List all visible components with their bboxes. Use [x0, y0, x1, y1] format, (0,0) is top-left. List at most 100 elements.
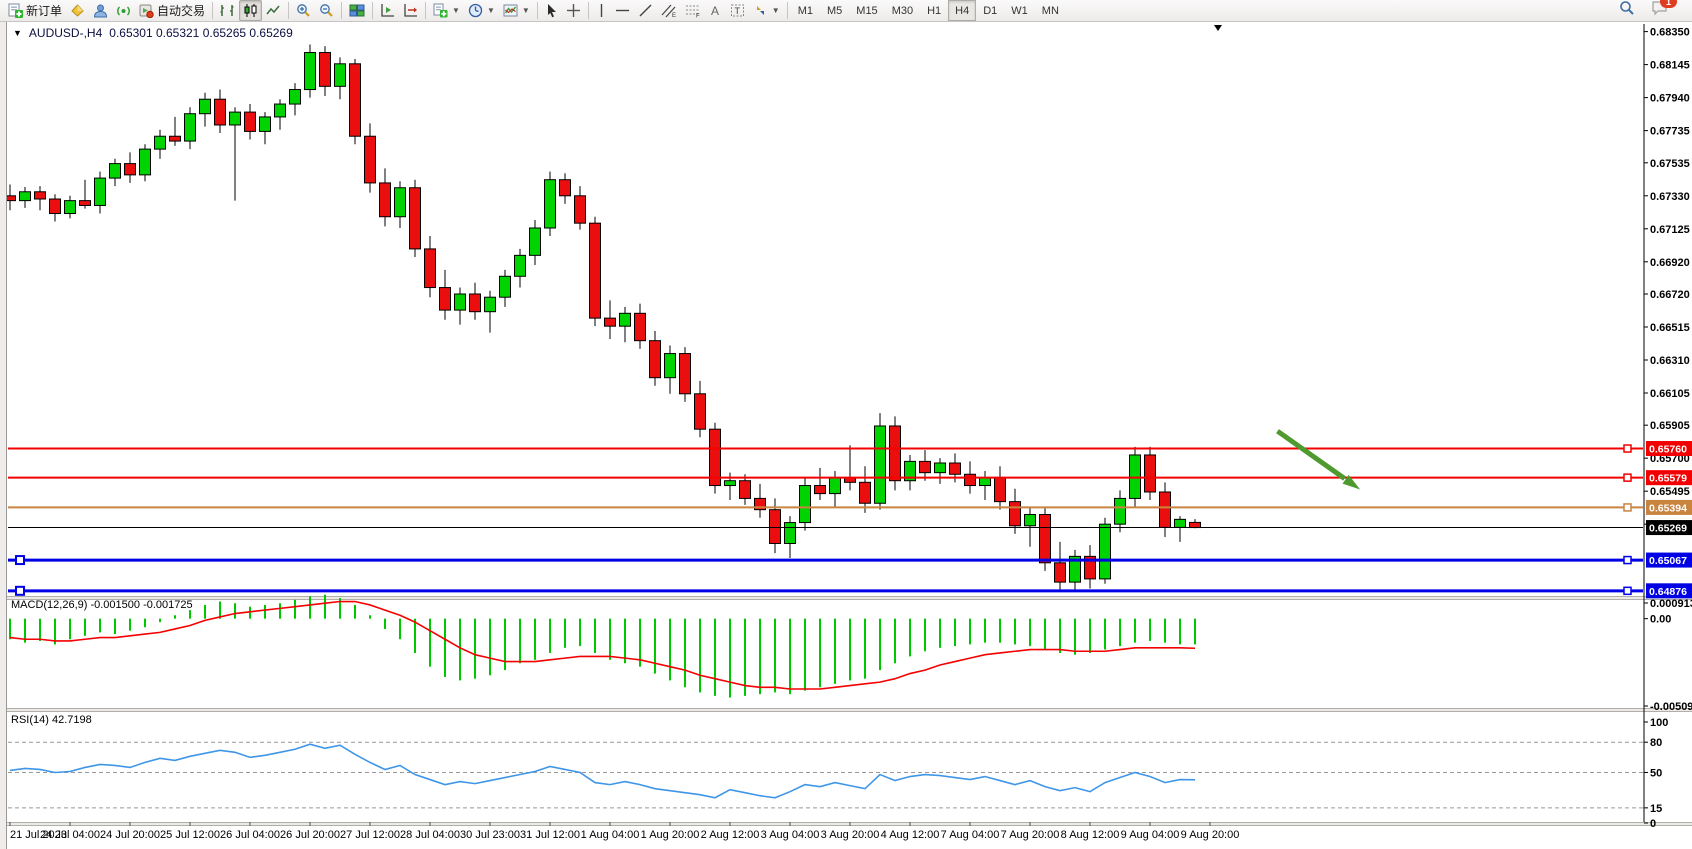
- rsi-layer: [9, 743, 1196, 799]
- svg-text:0.65269: 0.65269: [1649, 523, 1687, 535]
- periods-button[interactable]: ▼: [464, 0, 499, 21]
- svg-text:31 Jul 12:00: 31 Jul 12:00: [520, 829, 580, 841]
- svg-text:100: 100: [1650, 717, 1668, 729]
- timeframe-m1-button[interactable]: M1: [797, 4, 813, 17]
- svg-text:26 Jul 04:00: 26 Jul 04:00: [220, 829, 280, 841]
- toolbar-separator: [341, 2, 343, 19]
- timeframe-m15-button[interactable]: M15: [856, 4, 878, 17]
- notifications-button[interactable]: 1: [1651, 0, 1677, 21]
- vertical-line-tool-button[interactable]: [592, 0, 611, 21]
- svg-text:9 Aug 04:00: 9 Aug 04:00: [1121, 829, 1180, 841]
- svg-text:80: 80: [1650, 737, 1662, 749]
- zoom-out-icon: [320, 4, 333, 17]
- line-chart-icon: [266, 5, 280, 15]
- equidistant-channel-tool-button[interactable]: E: [657, 0, 681, 21]
- candlestick-chart-icon: [244, 4, 257, 17]
- chart-symbol-title: AUDUSD-,H4: [28, 26, 103, 40]
- autotrading-button[interactable]: 自动交易: [135, 0, 209, 21]
- svg-text:0.67940: 0.67940: [1650, 93, 1690, 105]
- svg-text:0.64876: 0.64876: [1649, 586, 1687, 598]
- svg-text:7 Aug 04:00: 7 Aug 04:00: [941, 829, 1000, 841]
- arrows-icon: [756, 6, 764, 15]
- bar-chart-icon: [220, 5, 234, 16]
- timeframe-m30-button[interactable]: M30: [891, 4, 914, 17]
- trendline-icon: [639, 4, 652, 17]
- svg-text:30 Jul 23:00: 30 Jul 23:00: [460, 829, 520, 841]
- metaeditor-icon: [71, 4, 84, 17]
- periods-dropdown-caret: ▼: [486, 6, 495, 15]
- svg-text:2 Aug 12:00: 2 Aug 12:00: [701, 829, 760, 841]
- svg-text:21 Jul 2023: 21 Jul 2023: [10, 829, 67, 841]
- autotrading-icon: [139, 4, 154, 18]
- svg-text:3 Aug 20:00: 3 Aug 20:00: [821, 829, 880, 841]
- templates-button[interactable]: ▼: [429, 0, 464, 21]
- symbol-dropdown-triangle[interactable]: ▼: [13, 28, 22, 38]
- crosshair-tool-button[interactable]: [562, 0, 585, 21]
- zoom-in-button[interactable]: [292, 0, 315, 21]
- auto-scroll-button[interactable]: [399, 0, 422, 21]
- svg-text:0.66310: 0.66310: [1650, 355, 1690, 367]
- community-button[interactable]: [89, 0, 112, 21]
- tile-windows-button[interactable]: [345, 0, 369, 21]
- timeframe-h4-button[interactable]: H4: [948, 0, 977, 21]
- text-label-tool-button[interactable]: T: [726, 0, 749, 21]
- crosshair-icon: [566, 4, 580, 17]
- notification-count-badge: 1: [1660, 0, 1677, 8]
- svg-text:9 Aug 20:00: 9 Aug 20:00: [1181, 829, 1240, 841]
- horizontal-line-tool-button[interactable]: [611, 0, 634, 21]
- panel-dividers: [0, 596, 1692, 826]
- cursor-tool-button[interactable]: [541, 0, 562, 21]
- chart-shift-button[interactable]: [376, 0, 399, 21]
- svg-text:1 Aug 04:00: 1 Aug 04:00: [581, 829, 640, 841]
- fibonacci-tool-button[interactable]: F: [681, 0, 705, 21]
- metaeditor-button[interactable]: [66, 0, 89, 21]
- svg-text:0.67535: 0.67535: [1650, 158, 1690, 170]
- bar-chart-button[interactable]: [216, 0, 239, 21]
- timeframe-mn-button[interactable]: MN: [1041, 4, 1059, 17]
- toolbar-separator: [587, 2, 589, 19]
- hline-objects: [8, 444, 1643, 596]
- svg-text:0.00: 0.00: [1650, 614, 1671, 626]
- horizontal-line-icon: [615, 9, 629, 12]
- svg-text:0.65760: 0.65760: [1649, 444, 1687, 456]
- chart-title-row: ▼ AUDUSD-,H4 0.65301 0.65321 0.65265 0.6…: [13, 26, 293, 40]
- price-badges: 0.65760 0.65579 0.65394 0.65269 0.65067 0.648…: [1646, 441, 1692, 599]
- trendline-tool-button[interactable]: [634, 0, 657, 21]
- timeframe-h1-button[interactable]: H1: [927, 4, 942, 17]
- zoom-out-button[interactable]: [315, 0, 338, 21]
- svg-text:0.68350: 0.68350: [1650, 27, 1690, 39]
- text-tool-button[interactable]: A: [705, 0, 726, 21]
- text-label-icon: T: [730, 4, 744, 17]
- svg-text:A: A: [711, 4, 719, 18]
- svg-text:8 Aug 12:00: 8 Aug 12:00: [1061, 829, 1120, 841]
- svg-text:27 Jul 12:00: 27 Jul 12:00: [340, 829, 400, 841]
- candles-layer: [4, 44, 1201, 591]
- timeframe-m5-button[interactable]: M5: [827, 4, 843, 17]
- svg-text:0.65067: 0.65067: [1649, 555, 1687, 567]
- zoom-in-icon: [297, 4, 310, 17]
- svg-text:24 Jul 04:00: 24 Jul 04:00: [40, 829, 100, 841]
- candlestick-chart-button[interactable]: [239, 0, 263, 21]
- line-chart-button[interactable]: [262, 0, 285, 21]
- shift-marker: [1214, 25, 1222, 31]
- arrows-tool-button[interactable]: ▼: [749, 0, 784, 21]
- indicators-button[interactable]: ▼: [499, 0, 534, 21]
- svg-text:25 Jul 12:00: 25 Jul 12:00: [160, 829, 220, 841]
- toolbar-separator: [212, 2, 214, 19]
- new-order-icon: [8, 3, 23, 18]
- community-user-icon: [94, 4, 108, 18]
- cursor-icon: [547, 4, 556, 18]
- svg-text:28 Jul 04:00: 28 Jul 04:00: [400, 829, 460, 841]
- svg-text:4 Aug 12:00: 4 Aug 12:00: [881, 829, 940, 841]
- timeframe-d1-button[interactable]: D1: [983, 4, 998, 17]
- search-button[interactable]: [1619, 0, 1635, 21]
- signals-button[interactable]: [112, 0, 135, 21]
- macd-indicator-label: MACD(12,26,9) -0.001500 -0.001725: [11, 599, 193, 611]
- window-left-edge: [0, 22, 7, 849]
- toolbar-right-group: 1: [1619, 0, 1677, 21]
- timeframe-w1-button[interactable]: W1: [1011, 4, 1028, 17]
- new-order-button[interactable]: 新订单: [4, 0, 66, 21]
